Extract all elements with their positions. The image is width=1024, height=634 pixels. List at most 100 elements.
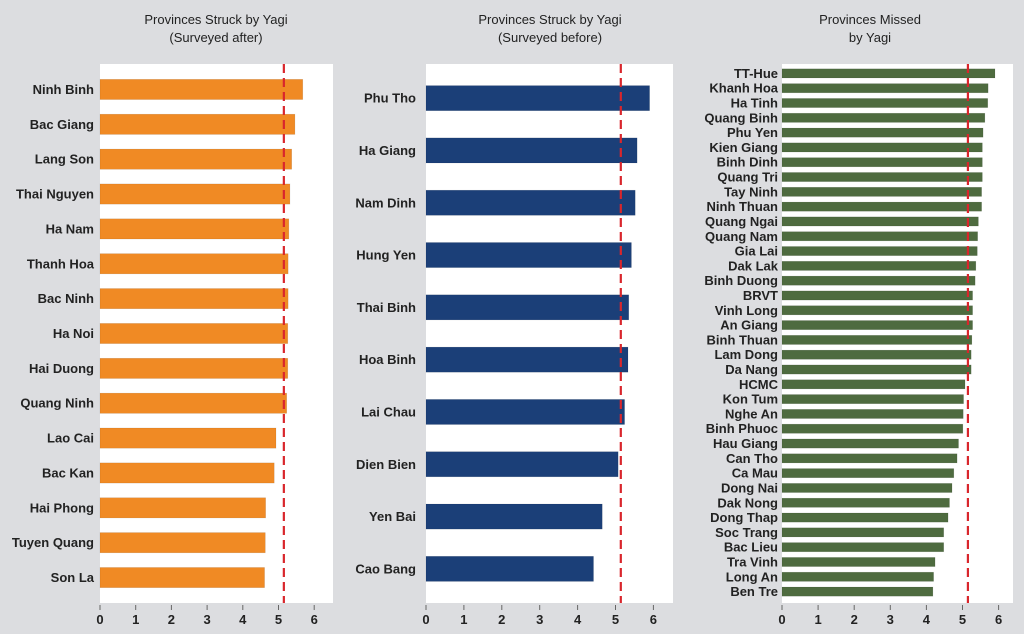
- bar-bac-giang: [99, 113, 296, 135]
- category-label: Binh Phuoc: [706, 421, 778, 436]
- bar-hai-phong: [99, 497, 266, 519]
- bar-an-giang: [781, 320, 973, 330]
- bar-binh-duong: [781, 275, 976, 286]
- bar-hau-giang: [781, 438, 959, 449]
- x-tick-label: 4: [574, 612, 582, 627]
- category-label: BRVT: [743, 288, 778, 303]
- bar-can-tho: [781, 453, 958, 464]
- category-label: Yen Bai: [369, 509, 416, 524]
- bar-dak-nong: [781, 497, 950, 508]
- x-tick-label: 1: [814, 612, 821, 627]
- bar-tay-ninh: [781, 186, 982, 197]
- category-label: Lao Cai: [47, 431, 94, 446]
- bar-brvt: [781, 290, 973, 301]
- category-label: Nam Dinh: [355, 195, 416, 210]
- category-label: Lang Son: [35, 152, 94, 167]
- bar-quang-binh: [781, 112, 986, 123]
- category-label: Nghe An: [725, 406, 778, 421]
- x-tick-label: 0: [778, 612, 785, 627]
- x-tick-label: 2: [168, 612, 175, 627]
- category-label: Ca Mau: [732, 466, 778, 481]
- category-label: Thanh Hoa: [27, 256, 95, 271]
- bar-phu-yen: [781, 127, 984, 138]
- x-tick-label: 1: [460, 612, 467, 627]
- category-label: Quang Nam: [705, 229, 778, 244]
- category-label: Ha Tinh: [731, 96, 778, 111]
- bar-thai-nguyen: [99, 183, 291, 205]
- category-label: Quang Ngai: [705, 214, 778, 229]
- bar-bac-ninh: [99, 288, 289, 310]
- category-label: Quang Ninh: [20, 396, 94, 411]
- bar-yen-bai: [425, 503, 603, 530]
- bar-ha-noi: [99, 323, 289, 344]
- bar-dak-lak: [781, 260, 977, 271]
- category-label: Tuyen Quang: [12, 535, 94, 550]
- category-label: Can Tho: [726, 451, 778, 466]
- category-label: Gia Lai: [735, 244, 778, 259]
- category-label: Phu Yen: [727, 125, 778, 140]
- bar-thai-binh: [425, 294, 630, 321]
- x-tick-label: 3: [203, 612, 210, 627]
- bar-lai-chau: [425, 399, 625, 425]
- chart-title: Provinces Missed: [819, 12, 921, 27]
- bar-quang-ngai: [781, 216, 979, 227]
- bar-phu-tho: [425, 85, 650, 112]
- bar-lam-dong: [781, 349, 972, 360]
- bar-kien-giang: [781, 142, 983, 153]
- bar-hai-duong: [99, 357, 289, 379]
- bar-hung-yen: [425, 242, 632, 268]
- bar-bac-lieu: [781, 542, 945, 553]
- chart-subtitle: (Surveyed before): [498, 30, 602, 45]
- bar-quang-tri: [781, 172, 983, 182]
- category-label: Dak Lak: [728, 258, 779, 273]
- bar-cao-bang: [425, 555, 594, 582]
- x-tick-label: 5: [275, 612, 282, 627]
- category-label: Bac Kan: [42, 465, 94, 480]
- bar-son-la: [99, 567, 265, 588]
- bar-vinh-long: [781, 305, 973, 316]
- bar-tt-hue: [781, 68, 996, 79]
- bar-lao-cai: [99, 427, 277, 449]
- category-label: Dak Nong: [717, 495, 778, 510]
- x-tick-label: 3: [536, 612, 543, 627]
- bar-tra-vinh: [781, 557, 936, 567]
- x-tick-label: 0: [96, 612, 103, 627]
- x-tick-label: 6: [995, 612, 1002, 627]
- category-label: Long An: [726, 569, 778, 584]
- x-tick-label: 3: [887, 612, 894, 627]
- bar-bac-kan: [99, 462, 275, 484]
- category-label: Ninh Binh: [33, 82, 94, 97]
- category-label: Lam Dong: [714, 347, 778, 362]
- bar-gia-lai: [781, 246, 978, 256]
- category-label: Dien Bien: [356, 457, 416, 472]
- bar-hoa-binh: [425, 346, 629, 373]
- category-label: Dong Thap: [710, 510, 778, 525]
- category-label: Hung Yen: [356, 248, 416, 263]
- x-tick-label: 0: [422, 612, 429, 627]
- category-label: Bac Lieu: [724, 540, 778, 555]
- bar-ha-nam: [99, 218, 290, 240]
- chart-panel-1: Provinces Struck by Yagi (Surveyed after)…: [12, 12, 333, 627]
- bar-ben-tre: [781, 586, 934, 597]
- category-label: HCMC: [739, 377, 779, 392]
- chart-panel-2: Provinces Struck by Yagi (Surveyed before…: [355, 12, 673, 627]
- category-label: Bac Ninh: [38, 291, 94, 306]
- category-label: Binh Thuan: [707, 332, 779, 347]
- category-label: Ben Tre: [730, 584, 778, 599]
- bar-nam-dinh: [425, 189, 636, 216]
- category-label: Ha Noi: [53, 326, 94, 341]
- bar-ninh-binh: [99, 79, 304, 100]
- bar-dong-thap: [781, 512, 949, 523]
- category-label: Hoa Binh: [359, 352, 416, 367]
- category-label: Quang Binh: [704, 110, 778, 125]
- x-tick-label: 4: [923, 612, 931, 627]
- category-label: Ha Giang: [359, 143, 416, 158]
- category-label: Binh Duong: [704, 273, 778, 288]
- category-label: Dong Nai: [721, 480, 778, 495]
- category-label: An Giang: [720, 318, 778, 333]
- category-label: Hau Giang: [713, 436, 778, 451]
- bar-binh-thuan: [781, 335, 973, 345]
- bar-kon-tum: [781, 394, 964, 405]
- category-label: Ha Nam: [46, 221, 94, 236]
